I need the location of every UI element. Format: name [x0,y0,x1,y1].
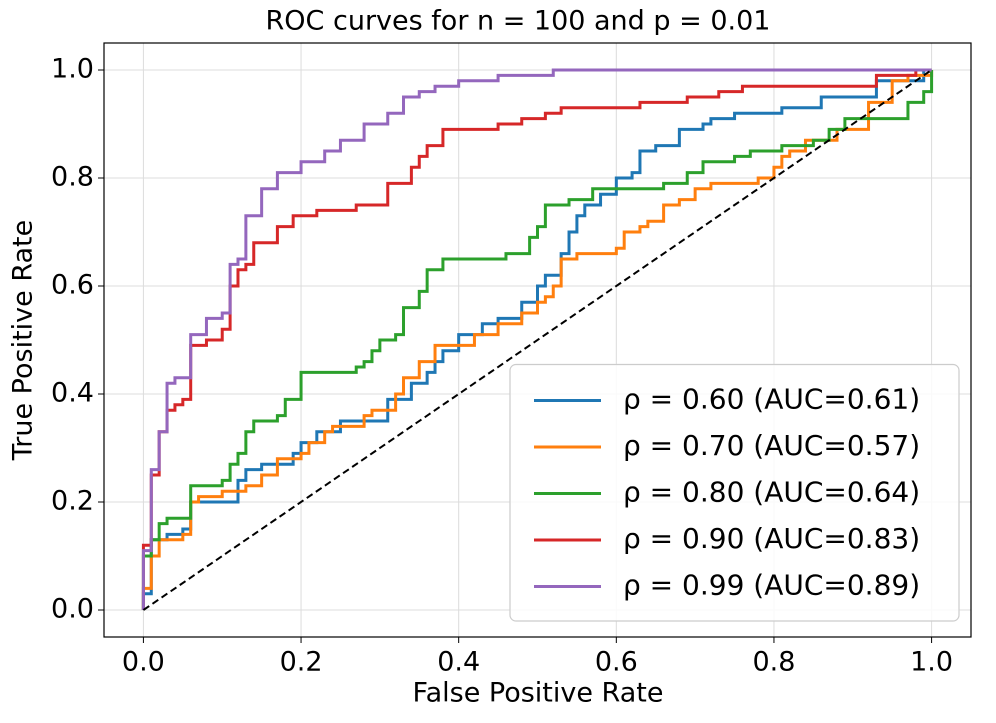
legend-label: ρ = 0.80 (AUC=0.64) [623,476,920,509]
roc-curve [141,70,934,610]
x-tick-label: 0.4 [437,647,480,678]
y-axis-label: True Positive Rate [8,220,39,462]
legend-label: ρ = 0.60 (AUC=0.61) [623,383,920,416]
legend-box [509,363,960,622]
y-tick-label: 0.2 [51,486,94,517]
roc-curve [141,68,932,610]
legend-label: ρ = 0.90 (AUC=0.83) [623,522,920,555]
roc-curve [141,68,932,610]
plot-frame [103,42,972,638]
x-tick-label: 0.2 [280,647,323,678]
roc-curve [141,70,934,610]
y-tick-label: 0.0 [51,594,94,625]
legend-label: ρ = 0.70 (AUC=0.57) [623,429,920,462]
y-tick-label: 1.0 [51,54,94,85]
reference-line [142,69,933,611]
x-tick-label: 1.0 [910,647,953,678]
y-tick-label: 0.4 [51,378,94,409]
y-tick-label: 0.6 [51,270,94,301]
legend-label: ρ = 0.99 (AUC=0.89) [623,569,920,602]
x-axis-label: False Positive Rate [413,678,664,709]
y-tick-label: 0.8 [51,162,94,193]
chart-title: ROC curves for n = 100 and p = 0.01 [266,6,771,37]
x-tick-label: 0.8 [752,647,795,678]
x-tick-label: 0.0 [122,647,165,678]
x-tick-label: 0.6 [595,647,638,678]
